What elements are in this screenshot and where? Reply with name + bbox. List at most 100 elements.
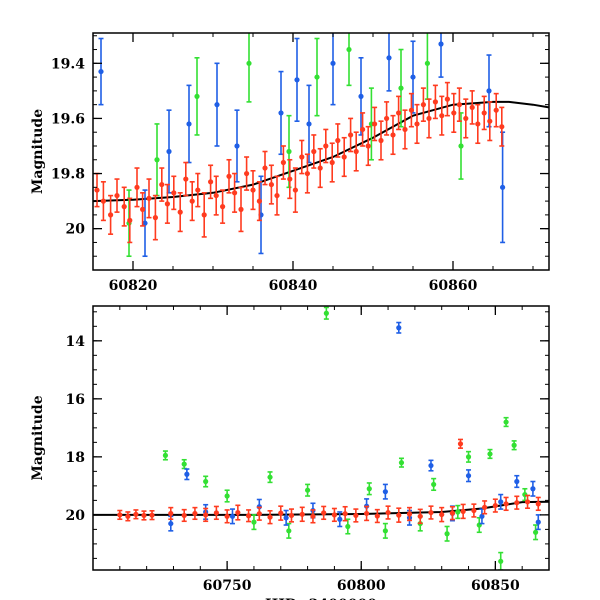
data-marker (234, 143, 240, 149)
data-point (280, 145, 286, 180)
x-tick-label: 60820 (109, 278, 158, 294)
data-marker (503, 501, 509, 507)
data-marker (487, 118, 493, 124)
data-marker (250, 187, 256, 193)
data-marker (323, 143, 329, 149)
data-point (213, 505, 219, 521)
data-marker (346, 46, 352, 53)
data-point (428, 505, 434, 520)
data-point (503, 416, 509, 428)
data-marker (335, 137, 341, 144)
data-marker (286, 148, 292, 155)
data-point (396, 95, 402, 131)
top-panel: 60820 60840 60860 19.4 19.6 19.8 20 Magnitude (30, 32, 550, 294)
data-marker (353, 512, 359, 519)
data-point (498, 551, 504, 570)
data-marker (414, 121, 420, 127)
data-point (420, 87, 426, 122)
data-marker (278, 510, 284, 516)
data-point (487, 448, 493, 460)
data-marker (194, 93, 200, 99)
data-marker (493, 107, 499, 113)
data-marker (226, 173, 232, 179)
data-point (337, 511, 343, 528)
data-point (463, 98, 469, 139)
data-point (278, 505, 284, 521)
data-point (384, 101, 390, 136)
data-marker (287, 176, 293, 182)
data-point (402, 109, 408, 150)
data-marker (220, 204, 226, 210)
bottom-panel: 60750 60800 60850 14 16 18 20 Magnitude HJD−2400… (30, 305, 550, 600)
data-point (256, 506, 262, 521)
data-point (171, 175, 177, 211)
data-marker (304, 170, 310, 177)
data-point (396, 507, 402, 523)
data-point (460, 503, 466, 520)
data-marker (455, 509, 461, 515)
x-axis-title: HJD−2400000 (265, 597, 377, 600)
data-point (125, 511, 131, 522)
data-marker (463, 115, 469, 122)
data-point (299, 506, 305, 523)
data-marker (396, 512, 402, 518)
data-point (321, 505, 327, 521)
data-marker (152, 215, 158, 221)
y-tick-label: 20 (66, 508, 86, 524)
data-point (304, 153, 310, 194)
data-point (226, 158, 232, 194)
data-marker (244, 170, 250, 177)
data-marker (168, 520, 174, 527)
data-marker (149, 512, 155, 518)
data-point (183, 161, 189, 197)
data-point (133, 509, 139, 520)
data-marker (382, 489, 388, 495)
data-series (162, 306, 539, 570)
data-marker (246, 60, 252, 66)
data-marker (390, 132, 396, 138)
data-point (203, 475, 209, 488)
data-marker (465, 454, 472, 460)
data-point (455, 504, 461, 520)
data-marker (360, 126, 366, 133)
data-marker (192, 510, 198, 517)
data-marker (481, 110, 487, 116)
data-marker (94, 187, 100, 193)
data-marker (487, 451, 493, 457)
data-point (524, 494, 531, 510)
data-point (244, 156, 250, 191)
data-marker (238, 206, 244, 212)
data-point (164, 183, 170, 224)
data-point (229, 508, 236, 525)
data-marker (511, 442, 517, 448)
data-point (439, 506, 445, 523)
data-marker (292, 187, 298, 193)
data-point (141, 510, 147, 521)
data-point (100, 181, 106, 222)
y-tick-label: 19.8 (51, 167, 85, 183)
data-marker (183, 176, 189, 182)
data-point (406, 506, 413, 522)
data-marker (498, 499, 504, 505)
data-marker (154, 157, 160, 163)
data-marker (134, 184, 140, 190)
data-marker (162, 452, 169, 459)
x-tick-label: 60800 (337, 578, 386, 594)
x-tick-label: 60860 (429, 278, 478, 294)
data-marker (321, 510, 327, 516)
data-marker (386, 55, 392, 61)
data-point (246, 33, 252, 103)
data-marker (142, 220, 148, 226)
data-point (428, 459, 434, 472)
data-point (186, 84, 192, 164)
data-point (431, 477, 437, 492)
data-marker (245, 513, 252, 519)
data-marker (408, 107, 414, 113)
data-point (382, 522, 388, 539)
data-point (311, 134, 317, 169)
data-point (152, 194, 158, 241)
data-marker (451, 110, 457, 116)
data-marker (382, 528, 388, 534)
data-point (121, 186, 127, 227)
data-marker (456, 102, 462, 108)
